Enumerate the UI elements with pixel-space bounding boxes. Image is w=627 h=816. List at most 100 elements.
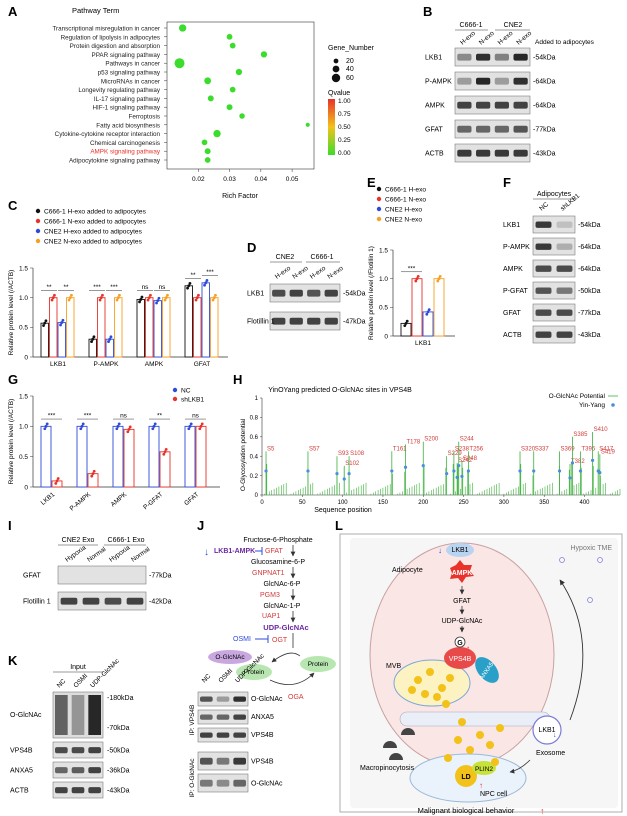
group-c666: C666-1 [311,254,334,261]
enzyme-pgm3: PGM3 [260,592,280,599]
blot-row-label: ACTB [425,151,444,158]
panel-letter-k: K [8,653,18,668]
legend-label: C666-1 N-exo [385,196,426,203]
y-tick-label: 1 [255,396,259,402]
data-point [403,324,407,328]
kda-label: -47kDa [343,319,366,326]
panel-letter-j: J [197,518,204,533]
dot-point [178,24,187,32]
category-label: AMPK [145,361,164,368]
color-legend-050: 0.50 [338,124,351,131]
blot-band [494,101,509,109]
lane-label: H-exo [497,30,515,47]
data-point [427,308,431,312]
panel-letter-a: A [8,4,18,19]
dot-point [229,86,236,93]
term-label: Regulation of lipolysis in adipocytes [61,34,160,41]
blot-band [476,149,491,157]
x-tick-label: 150 [378,500,389,506]
data-point [44,424,48,428]
sig-label: *** [93,284,101,291]
blot-strip [269,311,341,331]
bar [159,451,171,488]
dot-point [204,148,211,155]
vesicle-dot [496,724,504,732]
blot-row-label: P-AMPK [503,244,530,251]
y-tick-label: 0.4 [250,454,259,460]
bar [40,425,52,488]
h-legend-potential: O-GlcNAc Potential [549,393,606,400]
ampk-star [450,560,474,583]
vesicle-dot [458,718,466,726]
blot-band [216,779,230,787]
data-point [44,319,48,323]
lane-label: Normal [130,546,152,564]
size-legend-title: Gene_Number [328,45,375,52]
data-point [194,298,198,302]
site-label: S238 [455,446,470,452]
blot-strip [532,259,576,278]
data-point [118,293,121,297]
y-tick-label: 1.0 [379,276,388,283]
color-legend-100: 1.00 [338,98,351,105]
term-label: Chemical carcinogenesis [90,140,160,147]
legend-swatch [35,228,41,234]
data-point [197,293,200,297]
category-label: GFAT [194,361,211,368]
y-axis-label: Relative protein level (/Flotillin 1) [368,246,375,340]
dot-point [239,113,245,119]
bar [66,297,75,358]
blot-band [71,747,85,754]
yinyang-dot [452,469,456,473]
y-tick-label: 1.0 [19,295,28,302]
data-point [53,293,56,297]
data-point [186,286,189,290]
data-point [90,474,94,478]
blot-band [494,149,509,157]
bar [76,425,88,488]
input-title: Input [70,664,86,671]
bar [433,278,445,337]
data-point [99,296,103,300]
dot-point [235,68,243,76]
blot-row-label: LKB1 [503,222,520,229]
site-label: T256 [469,446,483,452]
data-point [140,295,144,299]
yinyang-dot [532,469,536,473]
blot-band [216,732,230,738]
macropinocytosis-cup [383,741,397,748]
data-point [61,318,65,322]
dot-point [226,33,233,40]
dot-point [226,104,233,111]
lane-label: Normal [86,546,108,564]
blot-band [126,597,144,605]
blot-band [233,757,246,765]
color-legend-025: 0.25 [338,137,351,144]
bar [153,300,162,358]
site-label: S337 [535,446,550,452]
y-tick-label: 0 [255,493,259,499]
legend-swatch [376,196,382,202]
data-point [101,293,104,297]
bar [145,297,154,358]
blot-band [513,125,528,133]
x-tick-label: 100 [338,500,349,506]
data-point [404,321,408,325]
yinyang-dot [466,469,471,473]
blot-band [88,747,101,754]
legend-swatch [376,206,382,212]
kda-label: O-GlcNAc [251,781,283,788]
added-note: Added to adipocytes [535,39,595,46]
blot-band [55,767,68,774]
dot-point [260,51,268,58]
data-point [59,323,62,327]
blot-band [88,767,101,774]
dot-point [174,58,185,69]
data-point [56,477,60,480]
data-point [205,279,209,282]
exosome-label: Exosome [536,750,565,757]
data-point [60,321,64,324]
data-point [115,427,119,431]
blot-band [88,787,101,794]
plin2-label: PLIN2 [475,766,493,773]
